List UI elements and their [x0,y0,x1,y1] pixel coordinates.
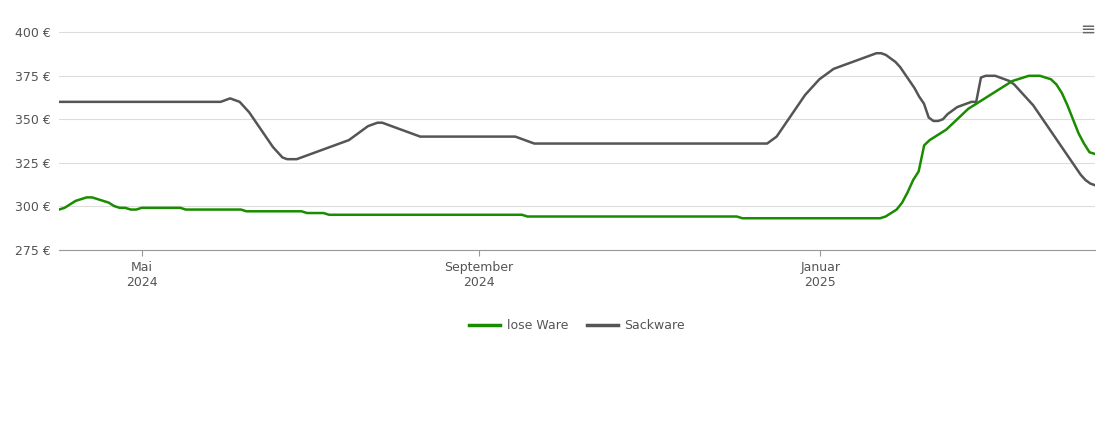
Text: ≡: ≡ [1080,21,1096,39]
Legend: lose Ware, Sackware: lose Ware, Sackware [464,314,690,337]
